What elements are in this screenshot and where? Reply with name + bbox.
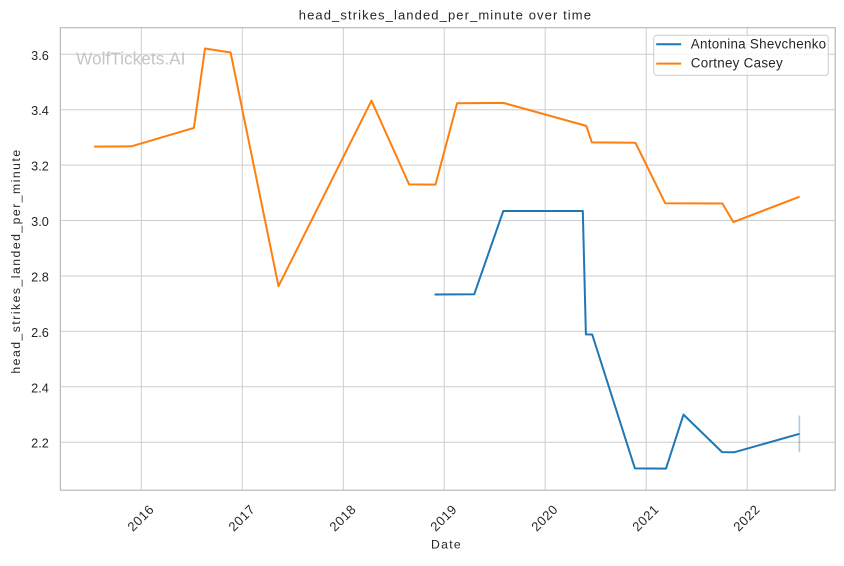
- svg-text:Cortney Casey: Cortney Casey: [691, 56, 783, 71]
- svg-text:2.4: 2.4: [31, 381, 49, 395]
- svg-text:Antonina Shevchenko: Antonina Shevchenko: [691, 36, 827, 51]
- svg-text:3.6: 3.6: [31, 49, 49, 63]
- svg-text:3.0: 3.0: [31, 215, 49, 229]
- svg-text:2.2: 2.2: [31, 437, 49, 451]
- svg-text:head_strikes_landed_per_minute: head_strikes_landed_per_minute over time: [299, 7, 592, 22]
- svg-text:2.6: 2.6: [31, 326, 49, 340]
- svg-text:3.2: 3.2: [31, 160, 49, 174]
- svg-text:Date: Date: [431, 537, 462, 551]
- svg-text:WolfTickets.AI: WolfTickets.AI: [76, 48, 185, 68]
- svg-text:3.4: 3.4: [31, 104, 49, 118]
- svg-text:2.8: 2.8: [31, 271, 49, 285]
- svg-text:head_strikes_landed_per_minute: head_strikes_landed_per_minute: [9, 148, 23, 373]
